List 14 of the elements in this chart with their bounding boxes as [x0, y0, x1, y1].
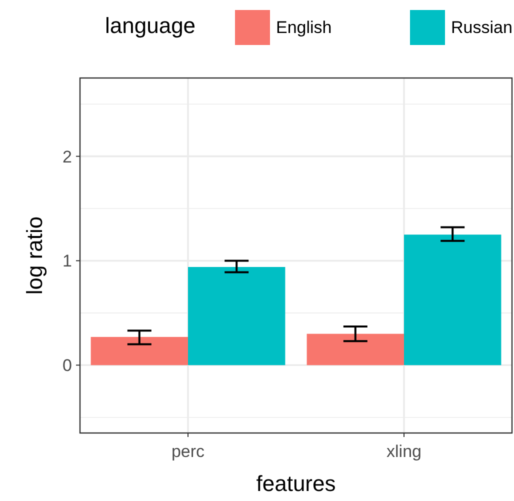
legend-label: Russian	[451, 18, 512, 37]
bar	[306, 334, 404, 366]
bar	[90, 336, 188, 366]
y-tick-label: 1	[62, 252, 72, 271]
legend-title: language	[105, 13, 196, 38]
legend-label: English	[276, 18, 332, 37]
y-tick-label: 0	[62, 356, 72, 376]
y-tick-label: 2	[62, 147, 72, 166]
x-tick-label: perc	[171, 442, 206, 461]
y-axis-title: log ratio	[22, 216, 47, 295]
x-axis-title: features	[256, 471, 336, 496]
bar	[188, 266, 286, 366]
x-tick-label: xling	[386, 442, 422, 461]
bar	[404, 234, 502, 366]
